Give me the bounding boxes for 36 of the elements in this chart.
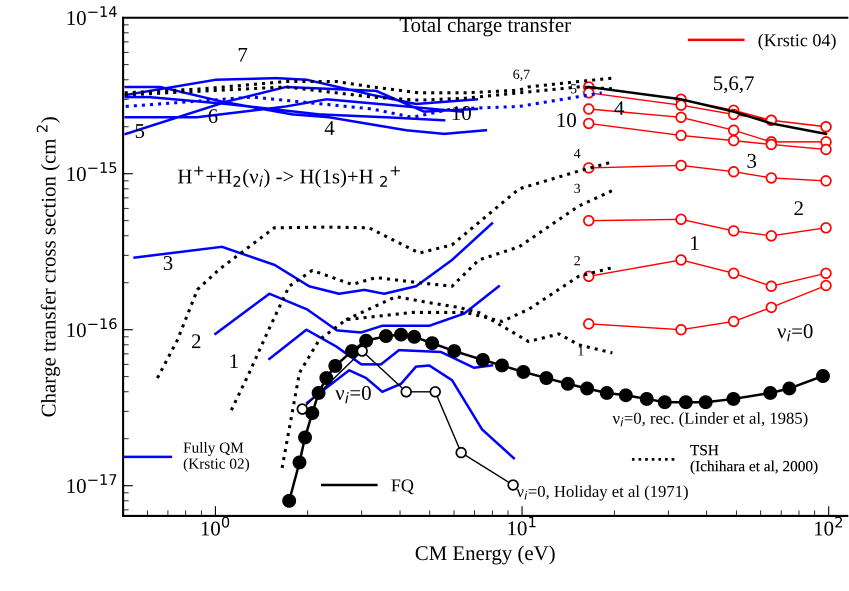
annotation: 2 [380,176,387,187]
text: 2 [574,256,580,266]
annotation: 6,7 [513,70,530,81]
annotation: 3 [164,256,172,270]
legend-label: TSH (Ichihara et al, 2000) [690,445,818,474]
annotation: 1 [691,236,698,250]
x-axis-title: CM Energy (eV) [416,546,555,564]
annotation: 5,6,7 [714,76,754,94]
annotation: 2 [233,176,240,187]
annotation: 1 [230,354,238,368]
annotation: 4 [324,121,334,135]
y-tick-label: 10$^{−14}$ [68,6,117,26]
annotation: 5 [570,84,576,94]
annotation: ν$_{i}$=0, rec. (Linder et al, 1985) [612,412,808,428]
annotation: 10 [558,113,576,128]
annotation: 1 [578,346,584,356]
y-tick-label: 10$^{−15}$ [68,162,116,182]
annotation: 3 [747,154,756,168]
y-tick-label: 10$^{−16}$ [68,318,117,338]
annotation: 3 [574,184,580,194]
annotation: 2 [192,334,200,348]
chart-title: Total charge transfer [400,17,571,36]
legend-label: FQ [391,479,414,494]
legend-label: (Krstic 04) [758,34,836,50]
legend-label: Fully QM (Krstic 02) [184,442,250,472]
y-axis-title: Charge transfer cross section (cm $^{2}$) [36,117,60,416]
annotation: ν$_{i}$=0 [776,324,813,342]
x-tick-label: 10$^{2}$ [815,516,842,536]
x-tick-label: 10$^{0}$ [202,516,230,536]
x-tick-label: 10$^{1}$ [508,516,536,536]
text: 2 [794,201,803,216]
annotation: ν$_{i}$=0, Holiday et al (1971) [516,485,688,501]
annotation: ν$_{i}$=0 [335,386,371,404]
annotation: 4 [574,148,580,158]
annotation: 7 [238,48,248,62]
y-tick-label: 10$^{−17}$ [68,474,116,494]
